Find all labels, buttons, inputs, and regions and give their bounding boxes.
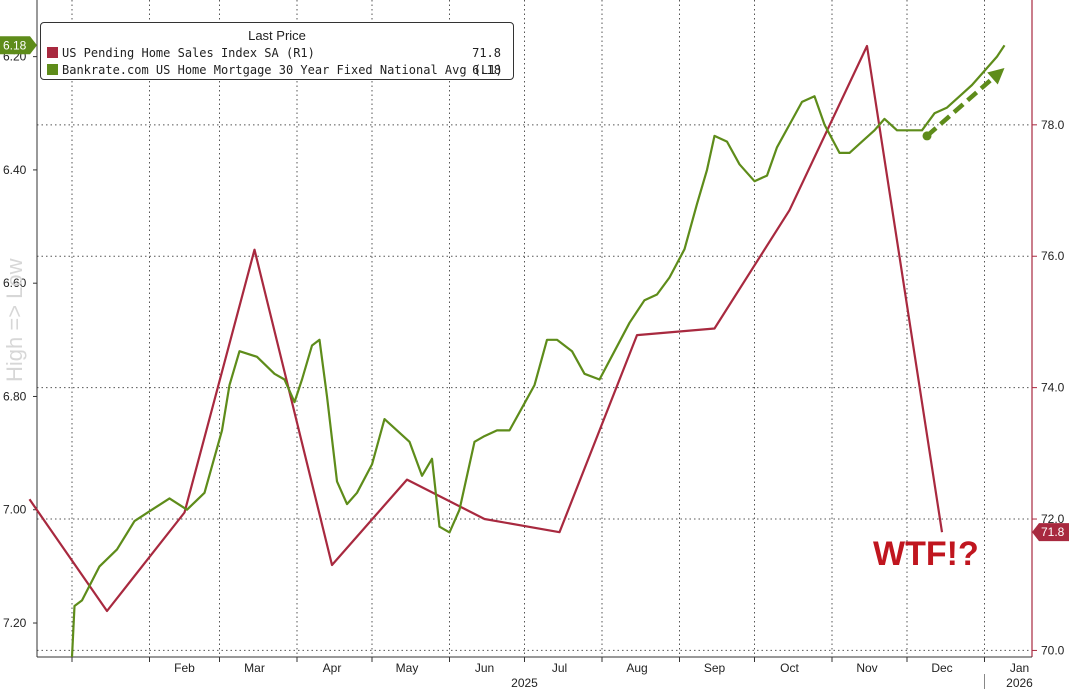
left-tick-label: 6.40 (3, 163, 27, 177)
legend-entry-mortgage-rate: Bankrate.com US Home Mortgage 30 Year Fi… (47, 62, 503, 78)
annotation-text: WTF!? (873, 535, 979, 573)
series-layer (28, 44, 1006, 658)
x-tick-label: Aug (626, 661, 647, 675)
left-tick-label: 6.60 (3, 276, 27, 290)
x-tick-label: Jul (552, 661, 567, 675)
x-tick-label: Oct (780, 661, 799, 675)
x-year-label: 2025 (511, 676, 538, 690)
x-tick-label: Mar (244, 661, 265, 675)
legend-title: Last Price (248, 28, 306, 43)
legend-value: 6.18 (472, 63, 501, 77)
trend-arrow-shaft (925, 76, 994, 138)
left-tick-label: 7.20 (3, 616, 27, 630)
legend-label: Bankrate.com US Home Mortgage 30 Year Fi… (62, 63, 503, 77)
legend-entry-pending-home-sales: US Pending Home Sales Index SA (R1) 71.8 (47, 45, 501, 61)
legend-value: 71.8 (472, 46, 501, 60)
x-tick-label: Jan (1010, 661, 1029, 675)
chart-axes (33, 0, 1037, 689)
mortgage-rate-line (70, 44, 1006, 658)
x-tick-label: Nov (856, 661, 877, 675)
x-tick-label: May (396, 661, 419, 675)
pending-home-sales-line (28, 44, 944, 613)
legend-swatch-pending-home-sales (47, 47, 58, 58)
left-last-value-tag (0, 36, 37, 55)
x-tick-label: Jun (475, 661, 494, 675)
left-last-value-text: 6.18 (3, 38, 27, 52)
legend-swatch-mortgage-rate (47, 64, 58, 75)
x-tick-label: Dec (931, 661, 952, 675)
legend-label: US Pending Home Sales Index SA (R1) (62, 46, 315, 60)
right-last-value-tag (1032, 523, 1069, 542)
x-tick-label: Feb (174, 661, 195, 675)
left-tick-label: 7.00 (3, 503, 27, 517)
side-label: High => Low (2, 258, 27, 382)
right-tick-label: 78.0 (1041, 118, 1065, 132)
right-tick-label: 70.0 (1041, 643, 1065, 657)
x-tick-label: Apr (323, 661, 342, 675)
right-tick-label: 74.0 (1041, 381, 1065, 395)
x-tick-label: Sep (704, 661, 726, 675)
right-tick-label: 76.0 (1041, 249, 1065, 263)
axis-labels: Feb Mar Apr May Jun Jul Aug Sep Oct Nov Dec Jan 2025… (0, 36, 1069, 690)
x-year-label: 2026 (1006, 676, 1033, 690)
trend-arrow-head (987, 67, 1005, 85)
right-tick-label: 72.0 (1041, 512, 1065, 526)
gridlines (37, 0, 1032, 657)
chart-legend: Last Price US Pending Home Sales Index S… (40, 22, 514, 80)
right-last-value-text: 71.8 (1041, 525, 1065, 539)
left-tick-label: 6.80 (3, 389, 27, 403)
